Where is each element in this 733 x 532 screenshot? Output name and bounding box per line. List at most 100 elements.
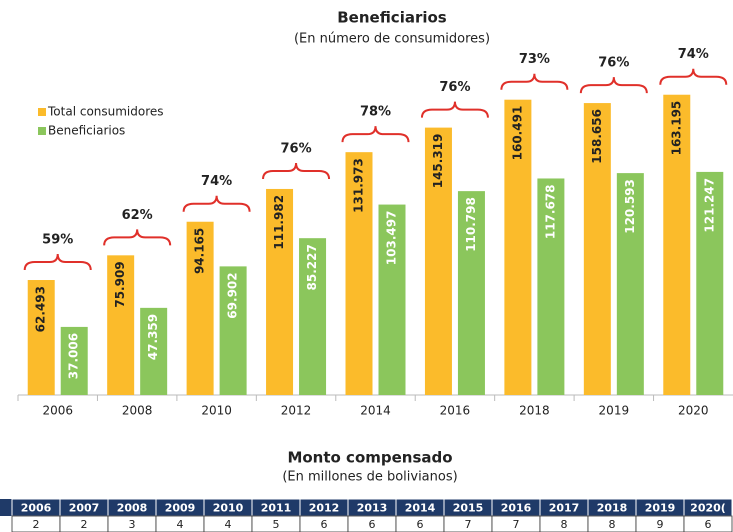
ratio-label: 59% (42, 233, 73, 248)
brace (182, 195, 251, 212)
cell-text: 8 (561, 518, 568, 531)
brace (341, 126, 410, 143)
header-text: 2017 (549, 502, 580, 515)
brace (262, 162, 331, 180)
ratio-label: 74% (201, 174, 232, 189)
ratio-label: 76% (280, 141, 311, 156)
bar (616, 173, 644, 395)
value-label: 121.247 (702, 178, 716, 233)
value-label: 158.656 (590, 109, 604, 164)
cell-text: 9 (657, 518, 664, 531)
cell-text: 7 (465, 518, 472, 531)
value-label: 85.227 (305, 244, 319, 290)
brace (500, 73, 569, 90)
bar (696, 171, 724, 395)
legend-swatch (38, 127, 46, 135)
bar (140, 307, 168, 395)
chart-title: Beneficiarios (337, 9, 447, 27)
cell-text: 6 (369, 518, 376, 531)
header-text: 2020( (690, 502, 726, 515)
ratio-label: 62% (122, 208, 153, 223)
header-text: 2010 (213, 502, 244, 515)
x-tick-label: 2016 (440, 404, 471, 418)
ratio-label: 76% (439, 80, 470, 95)
brace (659, 68, 728, 85)
ratio-label: 73% (519, 52, 550, 67)
value-label: 110.798 (464, 197, 478, 252)
header-text: 2009 (165, 502, 196, 515)
legend-label: Beneficiarios (48, 124, 125, 138)
brace (23, 253, 92, 271)
chart-subtitle: (En número de consumidores) (294, 32, 490, 47)
cell-text: 7 (513, 518, 520, 531)
header-text: 2011 (261, 502, 292, 515)
value-label: 103.497 (385, 211, 399, 266)
cell-text: 6 (705, 518, 712, 531)
value-label: 120.593 (623, 179, 637, 234)
bar (663, 94, 691, 396)
ratio-label: 76% (598, 56, 629, 71)
cell-text: 6 (321, 518, 328, 531)
value-label: 75.909 (113, 261, 127, 307)
cell-text: 2 (81, 518, 88, 531)
ratio-label: 78% (360, 105, 391, 120)
header-text: 2012 (309, 502, 340, 515)
brace (103, 229, 172, 246)
bar (219, 266, 247, 395)
bar (266, 188, 294, 395)
bar (504, 99, 532, 395)
bar (60, 326, 88, 395)
x-tick-label: 2018 (519, 404, 550, 418)
value-label: 160.491 (510, 106, 524, 161)
cell-text: 3 (129, 518, 136, 531)
value-label: 69.902 (226, 272, 240, 318)
value-label: 94.165 (193, 228, 207, 274)
header-text: 2006 (21, 502, 52, 515)
header-text: 2007 (69, 502, 100, 515)
bar (299, 238, 327, 395)
x-tick-label: 2020 (678, 404, 709, 418)
bar (345, 152, 373, 395)
header-text: 2013 (357, 502, 388, 515)
table-edge (0, 499, 12, 516)
header-text: 2019 (645, 502, 676, 515)
header-text: 2015 (453, 502, 484, 515)
value-label: 37.006 (67, 333, 81, 379)
cell-text: 5 (273, 518, 280, 531)
cell-text: 6 (417, 518, 424, 531)
cell-text: 4 (177, 518, 184, 531)
x-tick-label: 2019 (599, 404, 630, 418)
brace (420, 101, 489, 118)
header-text: 2014 (405, 502, 436, 515)
cell (683, 515, 733, 532)
bar (186, 221, 214, 395)
value-label: 163.195 (669, 101, 683, 156)
table-title: Monto compensado (287, 449, 452, 467)
bar (27, 280, 55, 395)
value-label: 47.359 (146, 314, 160, 360)
ratio-label: 74% (678, 47, 709, 62)
header-text: 2008 (117, 502, 148, 515)
x-tick-label: 2010 (201, 404, 232, 418)
value-label: 117.678 (543, 184, 557, 239)
x-tick-label: 2012 (281, 404, 312, 418)
bar (107, 255, 135, 395)
x-tick-label: 2014 (360, 404, 391, 418)
bar (457, 191, 485, 395)
table-subtitle: (En millones de bolivianos) (282, 470, 457, 485)
brace (579, 77, 648, 94)
bar (378, 204, 406, 395)
cell-text: 4 (225, 518, 232, 531)
bar (424, 127, 452, 395)
legend-swatch (38, 108, 46, 116)
value-label: 145.319 (431, 134, 445, 189)
cell-text: 2 (33, 518, 40, 531)
bar (583, 103, 611, 395)
value-label: 62.493 (34, 286, 48, 332)
value-label: 111.982 (272, 195, 286, 250)
value-label: 131.973 (352, 158, 366, 213)
header-text: 2016 (501, 502, 532, 515)
header-text: 2018 (597, 502, 628, 515)
